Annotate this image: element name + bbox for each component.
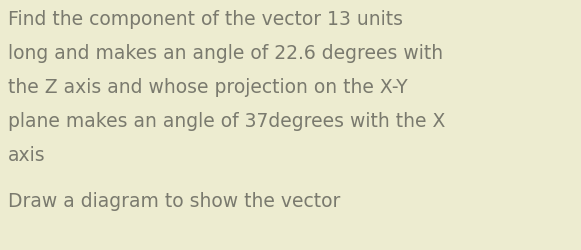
Text: long and makes an angle of 22.6 degrees with: long and makes an angle of 22.6 degrees … (8, 44, 443, 63)
Text: Find the component of the vector 13 units: Find the component of the vector 13 unit… (8, 10, 403, 29)
Text: the Z axis and whose projection on the X-Y: the Z axis and whose projection on the X… (8, 78, 408, 96)
Text: plane makes an angle of 37degrees with the X: plane makes an angle of 37degrees with t… (8, 112, 446, 130)
Text: axis: axis (8, 146, 46, 164)
Text: Draw a diagram to show the vector: Draw a diagram to show the vector (8, 191, 340, 210)
